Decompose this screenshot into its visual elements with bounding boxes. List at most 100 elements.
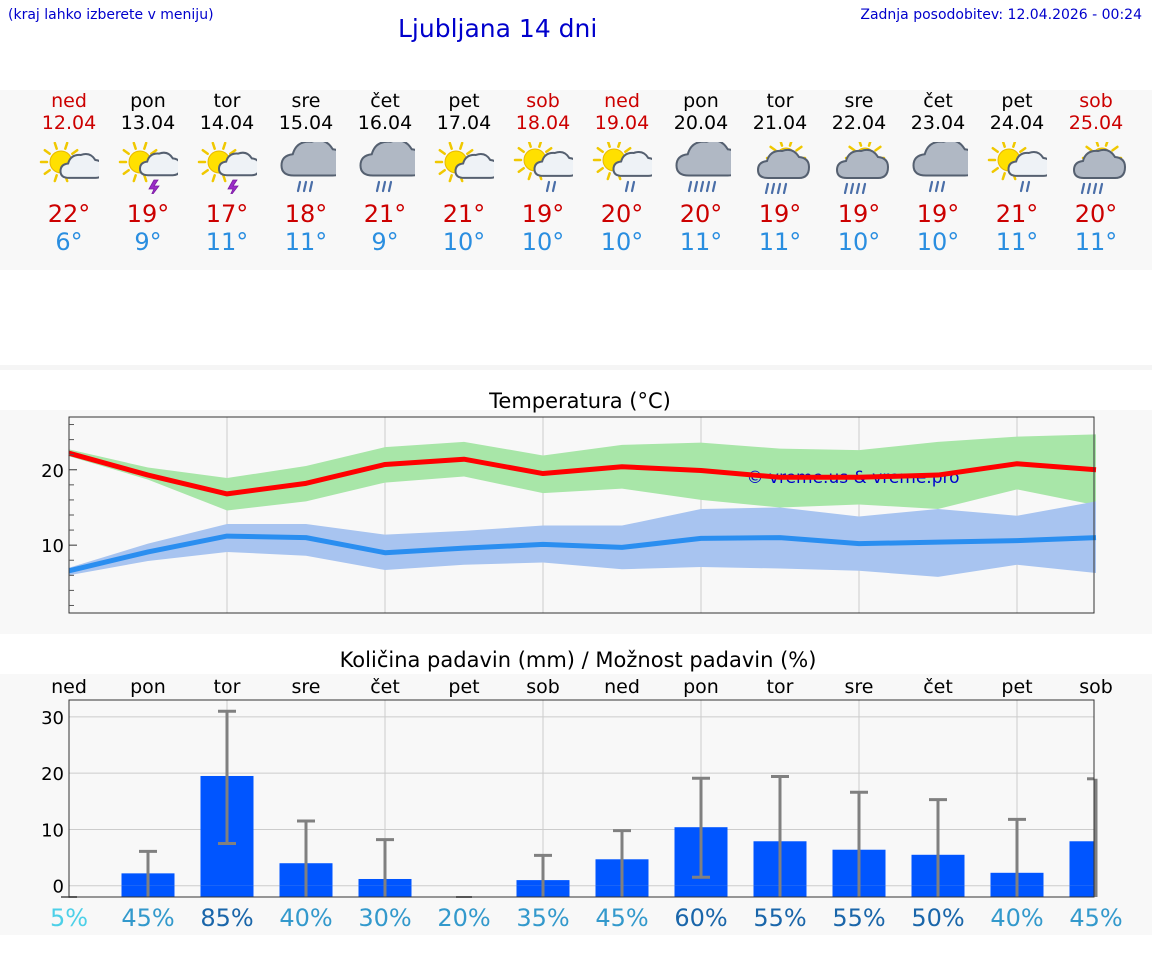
- day-name: pet: [1001, 90, 1033, 112]
- precipitation-probability: 85%: [200, 904, 253, 932]
- precipitation-day-label: pet: [448, 676, 479, 698]
- max-temperature: 22°: [47, 200, 91, 228]
- sun-storm-icon: [197, 142, 257, 194]
- region-hint[interactable]: (kraj lahko izberete v meniju): [8, 7, 214, 23]
- day-name: tor: [213, 90, 241, 112]
- day-date: 16.04: [357, 112, 413, 134]
- precipitation-bar-base: [200, 885, 254, 897]
- precipitation-probability: 40%: [990, 904, 1043, 932]
- sun-cloud-icon: [39, 142, 99, 183]
- max-temperature: 21°: [442, 200, 486, 228]
- precipitation-probability: 55%: [832, 904, 885, 932]
- precipitation-day-label: pon: [683, 676, 719, 698]
- precipitation-probability: 20%: [437, 904, 490, 932]
- min-temperature: 11°: [284, 228, 328, 256]
- day-name: ned: [604, 90, 640, 112]
- day-date: 24.04: [989, 112, 1045, 134]
- min-temperature: 10°: [916, 228, 960, 256]
- temperature-y-tick-label: 20: [41, 461, 64, 482]
- min-temperature-line: [68, 533, 1097, 574]
- precipitation-probability: 45%: [1069, 904, 1122, 932]
- cloud-rain-icon: [912, 142, 968, 193]
- day-column: ned 12.04 22° 6°: [30, 90, 109, 256]
- day-name: ned: [51, 90, 87, 112]
- day-date: 13.04: [120, 112, 176, 134]
- precipitation-bar-base: [674, 885, 728, 897]
- day-date: 22.04: [831, 112, 887, 134]
- precipitation-probability: 40%: [279, 904, 332, 932]
- max-temperature: 19°: [126, 200, 170, 228]
- daily-forecast-strip: ned 12.04 22° 6° pon 13.04 19° 9° tor 14.04 17° 11°…: [0, 90, 1152, 270]
- sun-heavy-rain-icon: [835, 142, 889, 194]
- min-temperature: 10°: [442, 228, 486, 256]
- precipitation-day-label: čet: [923, 676, 953, 698]
- min-temperature: 11°: [679, 228, 723, 256]
- min-temperature-range-band: [69, 501, 1096, 577]
- cloud-rain-icon: [359, 142, 415, 193]
- day-column: ned 19.04 20° 10°: [583, 90, 662, 256]
- precipitation-day-label: pon: [130, 676, 166, 698]
- day-column: čet 16.04 21° 9°: [346, 90, 425, 256]
- max-temperature: 21°: [995, 200, 1039, 228]
- day-name: pon: [130, 90, 166, 112]
- day-date: 17.04: [436, 112, 492, 134]
- precipitation-y-tick-label: 30: [41, 708, 64, 729]
- day-date: 18.04: [515, 112, 571, 134]
- day-date: 12.04: [41, 112, 97, 134]
- precipitation-day-label: ned: [604, 676, 640, 698]
- day-column: pet 24.04 21° 11°: [978, 90, 1057, 256]
- precipitation-bar: [1069, 841, 1094, 886]
- precipitation-probability: 55%: [753, 904, 806, 932]
- last-update: Zadnja posodobitev: 12.04.2026 - 00:24: [860, 7, 1142, 23]
- day-column: pon 13.04 19° 9°: [109, 90, 188, 256]
- day-date: 19.04: [594, 112, 650, 134]
- max-temperature-line: [68, 450, 1097, 497]
- temperature-y-tick-label: 10: [41, 536, 64, 557]
- day-date: 21.04: [752, 112, 808, 134]
- precipitation-y-tick-label: 10: [41, 820, 64, 841]
- precipitation-day-label: sre: [845, 676, 874, 698]
- day-name: sre: [291, 90, 321, 112]
- precipitation-day-label: ned: [51, 676, 87, 698]
- max-temperature: 18°: [284, 200, 328, 228]
- precipitation-day-label: sob: [526, 676, 560, 698]
- precipitation-day-label: sre: [292, 676, 321, 698]
- day-name: sob: [526, 90, 560, 112]
- cloud-rain-icon: [280, 142, 336, 193]
- min-temperature: 11°: [1074, 228, 1118, 256]
- day-column: čet 23.04 19° 10°: [899, 90, 978, 256]
- day-column: sob 18.04 19° 10°: [504, 90, 583, 256]
- precipitation-day-label: tor: [214, 676, 241, 698]
- min-temperature: 10°: [837, 228, 881, 256]
- precipitation-bar-base: [1069, 885, 1094, 897]
- max-temperature: 17°: [205, 200, 249, 228]
- day-name: sob: [1079, 90, 1113, 112]
- day-name: sre: [844, 90, 874, 112]
- min-temperature: 11°: [995, 228, 1039, 256]
- day-name: čet: [370, 90, 400, 112]
- precipitation-probability: 30%: [358, 904, 411, 932]
- precipitation-day-label: čet: [370, 676, 400, 698]
- day-column: tor 14.04 17° 11°: [188, 90, 267, 256]
- day-date: 23.04: [910, 112, 966, 134]
- precipitation-probability: 45%: [595, 904, 648, 932]
- day-name: pet: [448, 90, 480, 112]
- max-temperature: 19°: [758, 200, 802, 228]
- min-temperature: 11°: [205, 228, 249, 256]
- min-temperature: 10°: [521, 228, 565, 256]
- day-date: 14.04: [199, 112, 255, 134]
- sun-cloud-rain-icon: [513, 142, 573, 193]
- day-column: pet 17.04 21° 10°: [425, 90, 504, 256]
- day-date: 15.04: [278, 112, 334, 134]
- min-temperature: 6°: [55, 228, 83, 256]
- sun-heavy-rain-icon: [1072, 142, 1126, 194]
- precipitation-chart-title: Količina padavin (mm) / Možnost padavin …: [340, 648, 817, 672]
- min-temperature: 9°: [134, 228, 162, 256]
- sun-cloud-icon: [434, 142, 494, 183]
- max-temperature: 21°: [363, 200, 407, 228]
- precipitation-day-label: tor: [767, 676, 794, 698]
- divider: [0, 365, 1152, 370]
- page-title: Ljubljana 14 dni: [398, 14, 598, 43]
- precipitation-day-label: sob: [1079, 676, 1113, 698]
